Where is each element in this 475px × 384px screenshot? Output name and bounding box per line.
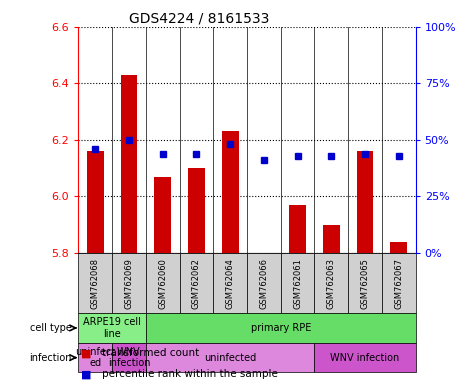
Bar [314,253,348,313]
Bar [289,205,306,253]
Text: uninfected: uninfected [204,353,256,362]
Bar [348,253,382,313]
Text: GSM762061: GSM762061 [293,258,302,308]
Text: GSM762068: GSM762068 [91,258,100,309]
Bar [390,242,407,253]
Bar [112,343,146,372]
Text: GSM762069: GSM762069 [124,258,133,308]
Bar [247,253,281,313]
Text: GSM762060: GSM762060 [158,258,167,308]
Text: primary RPE: primary RPE [250,323,311,333]
Text: GSM762062: GSM762062 [192,258,201,308]
Bar [146,313,416,343]
Bar [154,177,171,253]
Bar [146,253,180,313]
Text: ■: ■ [81,369,91,379]
Text: ARPE19 cell
line: ARPE19 cell line [83,317,141,339]
Text: transformed count: transformed count [102,348,200,358]
Bar [188,168,205,253]
Text: ■: ■ [81,348,91,358]
Bar [112,253,146,313]
Bar [357,151,373,253]
Text: uninfect
ed: uninfect ed [75,347,115,368]
Bar [314,343,416,372]
Text: GSM762067: GSM762067 [394,258,403,309]
Text: GDS4224 / 8161533: GDS4224 / 8161533 [129,12,269,26]
Bar [146,343,314,372]
Text: GSM762063: GSM762063 [327,258,336,309]
Bar [121,75,137,253]
Text: WNV infection: WNV infection [331,353,399,362]
Text: infection: infection [29,353,72,362]
Text: percentile rank within the sample: percentile rank within the sample [102,369,278,379]
Text: GSM762066: GSM762066 [259,258,268,309]
Bar [78,313,146,343]
Text: GSM762065: GSM762065 [361,258,370,308]
Text: WNV
infection: WNV infection [108,347,150,368]
Bar [382,253,416,313]
Bar [180,253,213,313]
Bar [281,253,314,313]
Bar [87,151,104,253]
Bar [78,343,112,372]
Text: cell type: cell type [30,323,72,333]
Bar [78,253,112,313]
Text: GSM762064: GSM762064 [226,258,235,308]
Bar [222,131,238,253]
Bar [323,225,340,253]
Bar [213,253,247,313]
